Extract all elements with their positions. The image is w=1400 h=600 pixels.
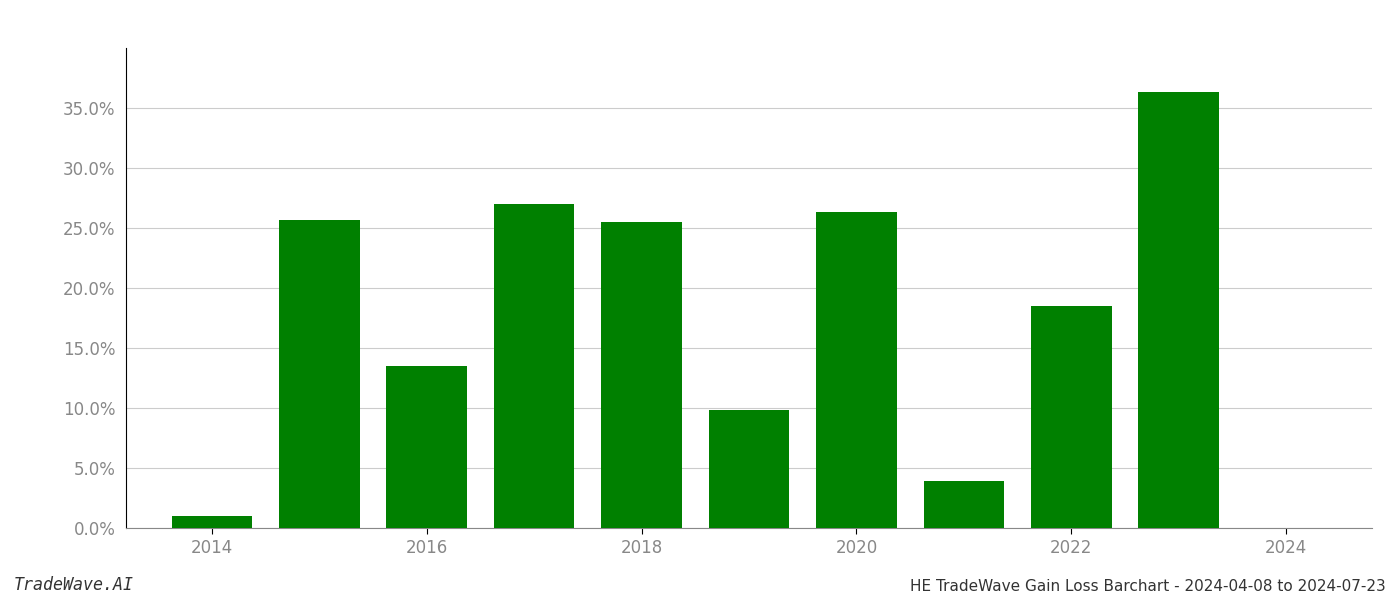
Bar bbox=[172, 516, 252, 528]
Bar bbox=[494, 204, 574, 528]
Bar bbox=[602, 222, 682, 528]
Bar bbox=[708, 410, 790, 528]
Bar bbox=[924, 481, 1004, 528]
Bar bbox=[386, 366, 468, 528]
Bar bbox=[816, 212, 896, 528]
Bar bbox=[1030, 306, 1112, 528]
Bar bbox=[279, 220, 360, 528]
Text: HE TradeWave Gain Loss Barchart - 2024-04-08 to 2024-07-23: HE TradeWave Gain Loss Barchart - 2024-0… bbox=[910, 579, 1386, 594]
Bar bbox=[1138, 92, 1219, 528]
Text: TradeWave.AI: TradeWave.AI bbox=[14, 576, 134, 594]
